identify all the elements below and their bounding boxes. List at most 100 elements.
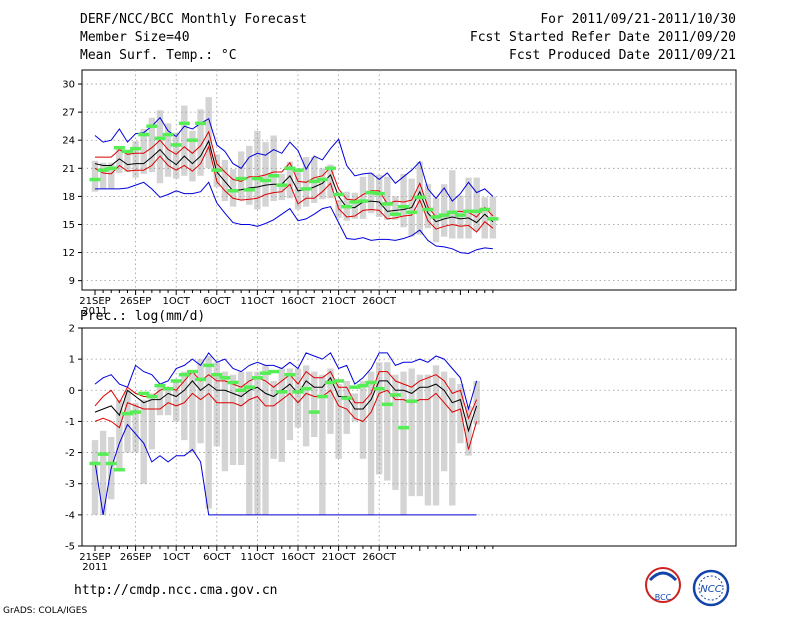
prec-spread-box [457,384,464,444]
temp-spread-box [229,169,237,207]
temp-spread-box [116,147,123,173]
temp-x-tick-label: 6OCT [203,296,231,307]
prec-upper-line [94,370,478,420]
temp-y-tick-label: 27 [62,108,75,119]
prec-spread-box [278,368,285,462]
prec-y-tick-label: -3 [65,479,75,490]
ncc-logo: NCC [692,569,730,607]
temp-spread-box [221,159,229,202]
prec-x-tick-label: 21SEP [79,552,110,563]
variable-label: Mean Surf. Temp.: °C [80,48,237,63]
bcc-logo: BCC [645,567,681,603]
prec-spread-box [270,380,277,459]
prec-spread-box [237,371,245,466]
prec-x-tick-label: 11OCT [241,552,276,563]
prec-spread-box [140,399,147,484]
prec-spread-box [343,380,350,434]
temp-y-tick-label: 12 [62,248,75,259]
prec-spread-box [148,393,156,450]
temp-spread-box [91,160,99,192]
prec-mean-line [94,376,478,433]
prec-spread-box [400,371,407,515]
prec-spread-box [432,365,440,506]
temp-x-tick-label: 21SEP [79,296,110,307]
precipitation-panel: -5 -4 -3 -2 -1 0 1 2 21SEP 26SEP 1OCT 6OCT 11OCT 16OC… [65,324,737,573]
temp-spread-box [473,177,480,232]
temp-x-tick-label: 11OCT [241,296,276,307]
prec-y-tick-label: -1 [65,417,75,428]
temp-max-line [94,116,494,202]
temp-x-year-label: 2011 [82,306,107,317]
temp-y-tick-label: 18 [62,192,75,203]
prec-y-tick-label: -4 [65,510,75,521]
prec-y-tick-label: -5 [65,542,75,553]
prec-spread-box [164,387,172,416]
prec-x-tick-label: 1OCT [163,552,191,563]
temp-spread-box [108,162,115,189]
prec-spread-box [91,440,99,515]
temp-spread-box [181,105,188,176]
forecast-period: For 2011/09/21-2011/10/30 [540,12,736,27]
prec-y-tick-label: 0 [69,386,75,397]
temp-upper-line [95,130,494,218]
prec-x-year-label: 2011 [82,562,107,573]
temp-x-tick-label: 1OCT [163,296,191,307]
temp-y-tick-label: 15 [62,220,75,231]
logos: BCC NCC [645,567,730,607]
temp-y-tick-label: 30 [62,80,75,91]
temp-spread-box [359,176,367,219]
prec-spread-box [229,374,237,466]
prec-spread-box [286,368,294,441]
prec-spread-box [116,399,123,472]
member-size: Member Size=40 [80,30,190,45]
temp-spread-box [132,141,139,178]
prec-x-tick-label: 16OCT [281,552,316,563]
temp-spread-box [449,170,456,239]
temp-spread-box [156,110,164,184]
chart-title: DERF/NCC/BCC Monthly Forecast [80,12,307,27]
prec-spread-box [416,374,423,497]
temp-spread-box [124,153,131,173]
prec-x-tick-label: 21OCT [322,552,357,563]
grads-credit: GrADS: COLA/IGES [3,606,88,616]
prec-spread-box [213,362,220,447]
temp-x-tick-label: 26OCT [362,296,397,307]
prec-min-line [94,423,477,516]
prec-x-tick-label: 26OCT [362,552,397,563]
prec-x-tick-label: 6OCT [203,552,231,563]
prec-spread-box [99,430,107,515]
prec-spread-box [359,380,367,459]
temp-spread-box [148,117,156,173]
prec-spread-box [440,371,448,472]
ncc-logo-label: NCC [700,584,721,595]
prec-spread-box [254,371,261,515]
temp-y-tick-label: 24 [62,136,75,147]
prec-spread-box [367,371,375,515]
temp-lower-line [94,145,494,233]
produced-date: Fcst Produced Date 2011/09/21 [509,48,736,63]
prec-spread-box [449,377,456,506]
prec-spread-box [221,371,229,472]
prec-spread-box [246,371,253,515]
prec-spread-box [327,368,334,434]
temp-spread-box [351,192,359,219]
temp-spread-box [246,145,253,205]
temp-spread-box [457,195,464,239]
prec-spread-box [424,374,432,506]
temp-min-line [95,181,493,255]
temp-spread-box [270,135,277,202]
prec-spread-box [384,362,391,481]
prec-spread-box [189,371,196,453]
prec-x-tick-label: 26SEP [120,552,151,563]
prec-spread-box [294,368,302,428]
temp-spread-box [99,162,107,189]
prec-spread-box [311,371,318,437]
source-url[interactable]: http://cmdp.ncc.cma.gov.cn [74,583,278,598]
temp-spread-box [294,168,302,210]
temp-spread-box [481,197,488,239]
temp-spread-box [237,151,245,201]
prec-spread-box [351,393,359,422]
prec-spread-box [205,356,212,509]
temperature-panel: 9 12 15 18 21 24 27 30 21SEP 26SEP 1OCT 6OCT 11OCT 16… [62,69,737,317]
